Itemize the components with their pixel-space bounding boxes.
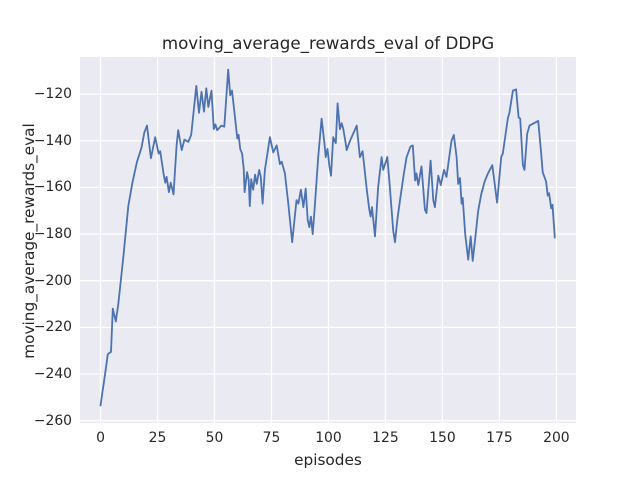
- y-tick-label: −260: [33, 412, 72, 429]
- x-tick-label: 75: [262, 430, 281, 446]
- x-tick-label: 0: [96, 430, 105, 446]
- x-tick-label: 50: [205, 430, 224, 446]
- x-axis-label: episodes: [294, 451, 362, 469]
- y-tick-label: −240: [33, 366, 72, 382]
- chart-title: moving_average_rewards_eval of DDPG: [161, 33, 495, 53]
- series-line-moving_average_rewards_eval: [99, 68, 556, 407]
- y-tick-label: −160: [33, 179, 72, 196]
- y-tick-label: −220: [33, 319, 72, 336]
- y-tick-label: −120: [33, 86, 72, 103]
- x-tick-label: 125: [372, 430, 399, 446]
- x-tick-label: 175: [486, 430, 513, 446]
- y-tick-label: −180: [33, 226, 72, 243]
- x-tick-label: 200: [543, 430, 570, 446]
- x-tick-label: 25: [148, 430, 167, 446]
- x-tick-label: 100: [315, 430, 342, 446]
- x-tick-label: 150: [429, 430, 456, 446]
- y-tick-label: −140: [33, 132, 72, 149]
- y-tick-label: −200: [33, 272, 72, 289]
